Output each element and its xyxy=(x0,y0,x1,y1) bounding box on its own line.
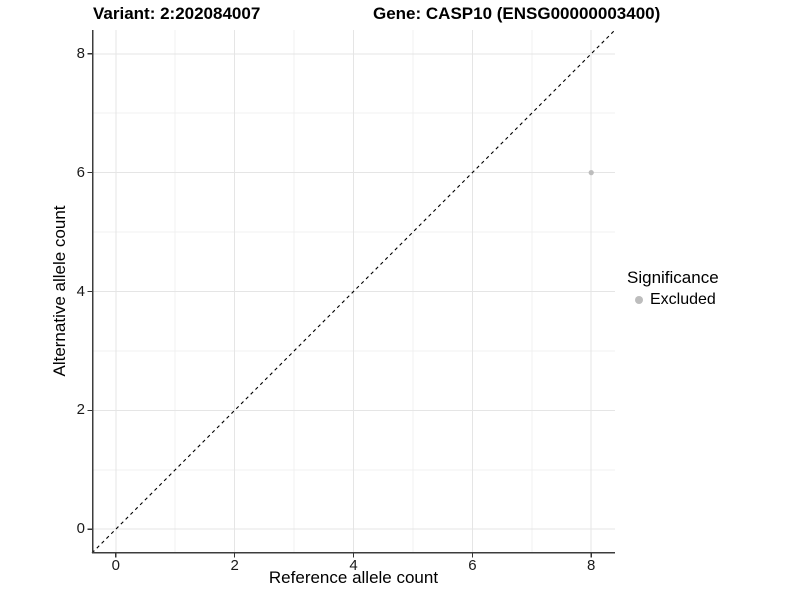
x-axis-title: Reference allele count xyxy=(268,568,439,587)
y-tick-label: 0 xyxy=(76,520,85,538)
y-tick-label: 6 xyxy=(76,163,85,181)
plot-title-variant: Variant: 2:202084007 xyxy=(93,4,261,23)
plot-canvas xyxy=(87,29,616,558)
legend-item-label: Excluded xyxy=(650,291,716,308)
excluded-point-icon xyxy=(635,296,643,304)
legend: Significance Excluded xyxy=(627,268,719,310)
y-tick-label: 2 xyxy=(76,401,85,419)
data-point-excluded xyxy=(588,170,594,176)
y-axis-title: Alternative allele count xyxy=(50,205,69,377)
legend-title: Significance xyxy=(627,268,719,287)
plot-title-gene: Gene: CASP10 (ENSG00000003400) xyxy=(373,4,661,23)
y-tick-label: 8 xyxy=(76,44,85,62)
legend-item-excluded: Excluded xyxy=(627,290,719,310)
identity-reference-line xyxy=(91,29,616,554)
plot-panel xyxy=(87,29,616,558)
